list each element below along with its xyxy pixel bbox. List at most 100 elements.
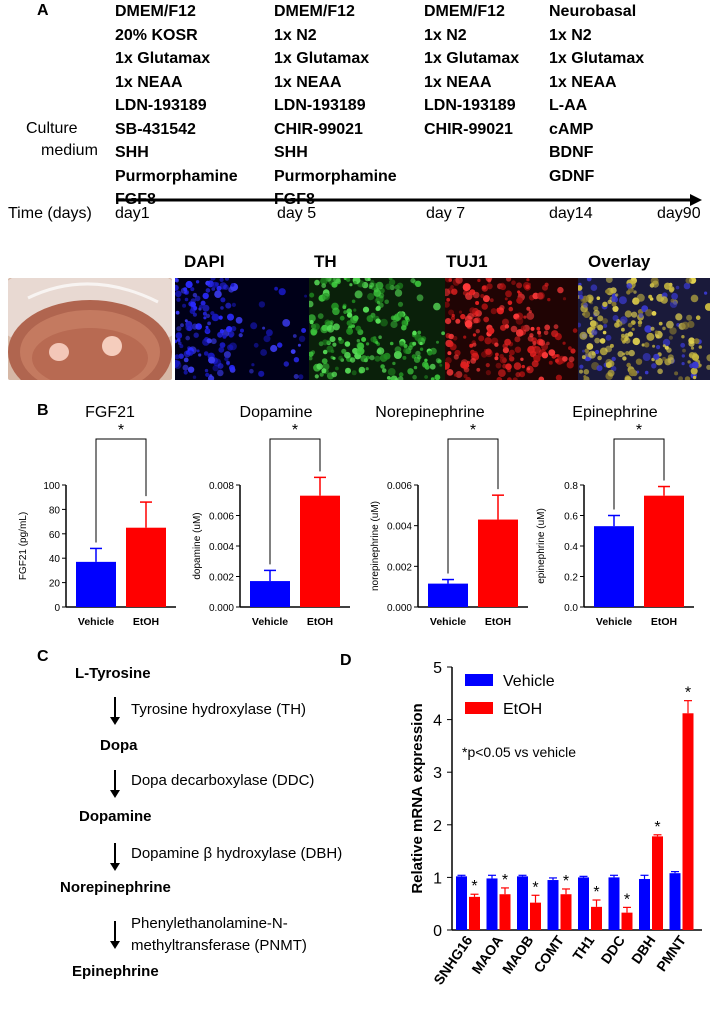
cell-dot bbox=[373, 289, 381, 297]
bar-etoh bbox=[478, 519, 518, 607]
cell-dot bbox=[260, 349, 267, 356]
media-component: 1x Glutamax bbox=[549, 50, 645, 67]
day-tick-14: day14 bbox=[549, 205, 593, 222]
cell-dot bbox=[217, 369, 224, 377]
cell-dot bbox=[385, 283, 392, 290]
cell-dot bbox=[655, 334, 660, 339]
cell-dot bbox=[266, 329, 273, 337]
cell-dot bbox=[224, 356, 229, 362]
cell-dot bbox=[602, 318, 608, 324]
cell-dot bbox=[520, 325, 526, 331]
cell-dot bbox=[635, 358, 643, 365]
cell-dot bbox=[616, 320, 623, 327]
day-tick-90: day90 bbox=[657, 205, 701, 222]
cell-dot bbox=[332, 356, 336, 360]
cell-dot bbox=[511, 280, 516, 285]
cell-dot bbox=[578, 285, 583, 291]
cell-dot bbox=[631, 327, 635, 331]
media-component: cAMP bbox=[549, 120, 594, 138]
cell-dot bbox=[298, 374, 304, 380]
cell-dot bbox=[506, 278, 512, 282]
cell-dot bbox=[499, 354, 504, 359]
cell-dot bbox=[238, 333, 243, 338]
bar-etoh bbox=[682, 713, 694, 930]
cell-dot bbox=[631, 311, 638, 318]
y-tick-label: 0.006 bbox=[209, 512, 234, 523]
cell-dot bbox=[413, 356, 421, 363]
cell-dot bbox=[176, 338, 181, 342]
cell-dot bbox=[602, 301, 608, 307]
cell-dot bbox=[344, 341, 351, 347]
cell-dot bbox=[217, 363, 224, 369]
cell-dot bbox=[398, 311, 404, 318]
cell-dot bbox=[583, 369, 590, 375]
chart-title: Dopamine bbox=[240, 404, 313, 421]
cell-dot bbox=[607, 299, 612, 305]
cell-dot bbox=[445, 318, 452, 325]
cell-dot bbox=[207, 321, 211, 326]
cell-dot bbox=[194, 295, 201, 302]
cell-dot bbox=[277, 342, 283, 348]
cell-dot bbox=[494, 342, 499, 347]
media-component: L-AA bbox=[549, 97, 588, 114]
x-tick-label: SNHG16 bbox=[430, 932, 475, 987]
cell-dot bbox=[322, 292, 330, 301]
cell-dot bbox=[470, 358, 477, 364]
cell-dot bbox=[445, 362, 450, 370]
bar-etoh bbox=[591, 906, 602, 930]
y-tick-label: 20 bbox=[49, 579, 61, 590]
cell-dot bbox=[446, 297, 451, 302]
cell-dot bbox=[338, 355, 343, 361]
cell-dot bbox=[317, 313, 324, 319]
cell-dot bbox=[473, 317, 479, 324]
cell-dot bbox=[546, 341, 550, 346]
cell-dot bbox=[671, 292, 678, 300]
cell-dot bbox=[430, 377, 435, 380]
cell-dot bbox=[678, 376, 683, 380]
cell-dot bbox=[301, 328, 307, 333]
cell-dot bbox=[638, 323, 642, 327]
cell-dot bbox=[262, 326, 266, 330]
cell-dot bbox=[648, 294, 653, 299]
y-tick-label: 4 bbox=[433, 713, 442, 730]
cell-dot bbox=[228, 286, 235, 293]
cell-dot bbox=[404, 316, 410, 321]
y-tick-label: 0.000 bbox=[209, 603, 234, 614]
cell-dot bbox=[219, 329, 224, 334]
cell-dot bbox=[199, 304, 203, 309]
cell-dot bbox=[298, 335, 306, 342]
y-tick-label: 0.6 bbox=[564, 512, 578, 523]
media-component: DMEM/F12 bbox=[115, 3, 196, 20]
cell-dot bbox=[403, 343, 408, 349]
pathway-arrow-3 bbox=[110, 843, 120, 871]
node-norepinephrine: Norepinephrine bbox=[60, 879, 171, 896]
cell-dot bbox=[481, 303, 488, 310]
cell-dot bbox=[381, 368, 387, 373]
bar-etoh bbox=[652, 836, 663, 930]
cell-dot bbox=[360, 355, 368, 363]
cell-dot bbox=[644, 342, 650, 348]
cell-dot bbox=[651, 311, 657, 316]
cell-dot bbox=[706, 364, 710, 370]
cell-dot bbox=[651, 363, 657, 369]
cell-dot bbox=[422, 361, 429, 368]
cell-dot bbox=[628, 368, 637, 377]
bar-etoh bbox=[530, 902, 541, 930]
y-tick-label: 60 bbox=[49, 530, 61, 541]
media-component: 1x NEAA bbox=[274, 73, 342, 91]
cell-dot bbox=[605, 362, 612, 368]
dapi-image bbox=[175, 278, 309, 380]
cell-dot bbox=[312, 323, 320, 331]
y-tick-label: 1 bbox=[433, 870, 442, 887]
significance-star: * bbox=[502, 872, 508, 889]
cell-dot bbox=[628, 349, 635, 357]
cell-dot bbox=[583, 302, 589, 308]
bar-vehicle bbox=[578, 877, 589, 930]
cell-dot bbox=[662, 344, 666, 348]
cell-dot bbox=[200, 300, 206, 306]
cell-dot bbox=[376, 301, 380, 305]
cell-dot bbox=[175, 332, 183, 339]
cell-dot bbox=[205, 372, 210, 377]
cell-dot bbox=[464, 320, 473, 328]
cell-dot bbox=[632, 337, 640, 346]
